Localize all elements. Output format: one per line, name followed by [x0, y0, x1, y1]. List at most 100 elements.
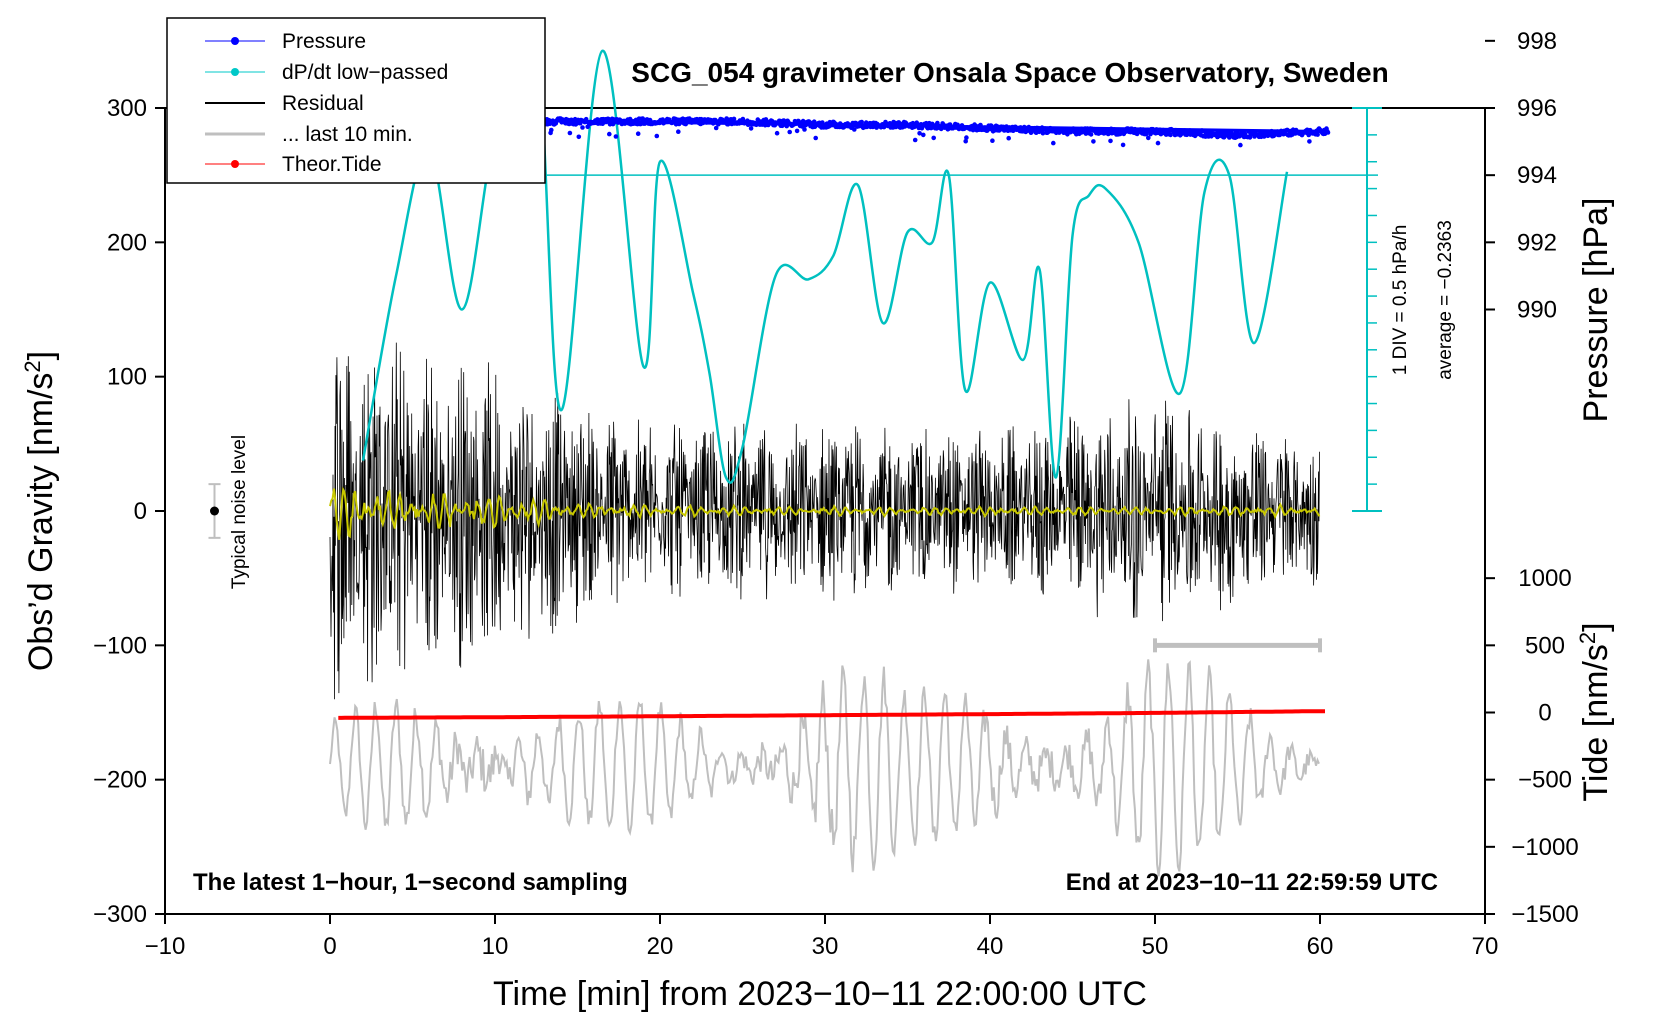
residual-lowpass-line	[329, 486, 1321, 540]
dpdt-scale	[1352, 107, 1382, 512]
legend-tide-dot	[231, 160, 239, 168]
noise-level-dot	[210, 506, 219, 516]
dpdt-annotation-average: average = −0.2363	[1435, 220, 1456, 380]
x-tick-label: 0	[323, 933, 336, 960]
pressure-point	[1051, 140, 1056, 146]
tide-series	[338, 709, 1325, 720]
pressure-point	[794, 128, 800, 134]
legend-residual-label: Residual	[282, 92, 364, 115]
pressure-point	[921, 132, 926, 138]
tide-tick-label: 0	[1538, 700, 1551, 727]
pressure-point	[607, 131, 612, 137]
pressure-point	[990, 138, 995, 143]
footer-right: End at 2023−10−11 22:59:59 UTC	[1066, 869, 1438, 896]
pressure-point	[576, 134, 582, 140]
legend: Pressure dP/dt low−passed Residual ... l…	[166, 17, 546, 184]
pressure-point	[964, 135, 969, 140]
pressure-point	[787, 129, 792, 135]
pressure-tick-label: 998	[1517, 28, 1557, 55]
pressure-point	[931, 135, 936, 141]
y-tick-label: −200	[93, 767, 147, 794]
pressure-point	[1091, 139, 1096, 144]
x-axis-title: Time [min] from 2023−10−11 22:00:00 UTC	[493, 975, 1147, 1013]
pressure-point	[676, 129, 681, 134]
chart-title: SCG_054 gravimeter Onsala Space Observat…	[631, 57, 1388, 88]
pressure-axis-title: Pressure [hPa]	[1577, 198, 1615, 423]
legend-pressure-dot	[231, 37, 239, 45]
pressure-point	[748, 126, 754, 131]
legend-last10-label: ... last 10 min.	[282, 123, 413, 146]
pressure-point	[813, 135, 818, 141]
pressure-point	[1108, 138, 1113, 144]
pressure-point	[1146, 135, 1151, 141]
x-tick-label: 10	[482, 933, 509, 960]
pressure-point	[713, 125, 719, 131]
x-tick-label: 50	[1142, 933, 1169, 960]
legend-box	[166, 17, 546, 184]
pressure-point	[567, 130, 573, 136]
pressure-point	[912, 137, 918, 143]
y-tick-label: −100	[93, 632, 147, 659]
noise-level-label: Typical noise level	[229, 435, 250, 589]
tide-line	[338, 709, 1325, 720]
residual-lowpass-series	[329, 486, 1321, 540]
pressure-point	[1315, 132, 1320, 137]
tide-tick-label: 500	[1525, 632, 1565, 659]
legend-dpdt-dot	[231, 68, 239, 76]
pressure-point	[1040, 130, 1046, 136]
pressure-point	[774, 130, 780, 136]
x-tick-label: 30	[812, 933, 839, 960]
pressure-point	[1088, 132, 1094, 137]
pressure-point	[859, 119, 864, 125]
x-tick-label: 40	[977, 933, 1004, 960]
pressure-tick-label: 990	[1517, 297, 1557, 324]
y-tick-label: −300	[93, 901, 147, 928]
pressure-point	[580, 125, 585, 130]
last10-series	[329, 659, 1320, 877]
pressure-point	[1238, 142, 1243, 148]
tide-tick-label: 1000	[1518, 565, 1571, 592]
residual-series	[329, 342, 1320, 700]
tide-tick-label: −500	[1518, 767, 1572, 794]
x-tick-label: 70	[1472, 933, 1499, 960]
x-tick-label: −10	[145, 933, 186, 960]
footer-left: The latest 1−hour, 1−second sampling	[193, 869, 628, 896]
pressure-point	[852, 127, 857, 132]
axes: −10 0 10 20 30 40 50 60 703002001000−100−200−300…	[93, 28, 1579, 960]
pressure-point	[1155, 140, 1161, 146]
pressure-point	[731, 116, 737, 122]
pressure-point	[613, 134, 619, 139]
pressure-point	[654, 133, 660, 139]
pressure-point	[1120, 142, 1126, 148]
pressure-point	[811, 119, 817, 124]
y-tick-label: 200	[107, 229, 147, 256]
last10-line	[329, 659, 1320, 877]
pressure-point	[549, 127, 554, 133]
pressure-point	[963, 138, 968, 144]
tide-tick-label: −1500	[1511, 901, 1578, 928]
legend-pressure-label: Pressure	[282, 30, 366, 53]
pressure-point	[1006, 135, 1011, 141]
tide-tick-label: −1000	[1511, 834, 1578, 861]
y-tick-label: 0	[134, 498, 147, 525]
legend-tide-label: Theor.Tide	[282, 153, 382, 176]
tide-axis-title: Tide [nm/s2]	[1575, 622, 1615, 801]
annotations	[208, 483, 1322, 653]
y-tick-label: 300	[107, 95, 147, 122]
legend-dpdt-label: dP/dt low−passed	[282, 61, 448, 84]
pressure-tick-label: 996	[1517, 95, 1557, 122]
pressure-point	[802, 127, 807, 132]
pressure-point	[635, 131, 641, 136]
pressure-tick-label: 994	[1517, 162, 1557, 189]
pressure-tick-label: 992	[1517, 229, 1557, 256]
pressure-point	[917, 131, 922, 136]
x-tick-label: 20	[647, 933, 674, 960]
y-tick-label: 100	[107, 364, 147, 391]
dpdt-annotation-div: 1 DIV = 0.5 hPa/h	[1390, 225, 1411, 376]
residual-line	[329, 342, 1320, 700]
pressure-point	[1168, 132, 1173, 138]
x-tick-label: 60	[1307, 933, 1334, 960]
y-axis-title: Obs’d Gravity [nm/s2]	[20, 351, 60, 671]
pressure-point	[1307, 139, 1312, 144]
